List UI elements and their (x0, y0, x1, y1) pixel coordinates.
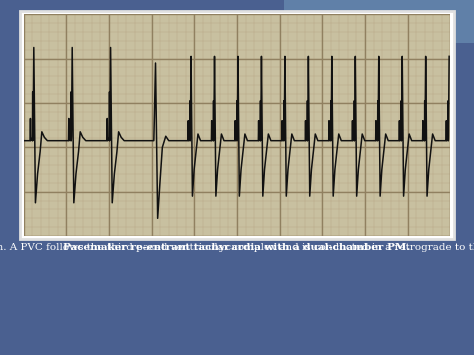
Bar (284, 0, 474, 43)
Bar (20, 11, 454, 239)
Text: Pacemaker re-entrant tachycardia with a dual-chamber PM. Atrial and ventricular : Pacemaker re-entrant tachycardia with a … (0, 243, 474, 252)
Text: Pacemaker re-entrant tachycardia with a dual-chamber PM.: Pacemaker re-entrant tachycardia with a … (64, 243, 410, 252)
